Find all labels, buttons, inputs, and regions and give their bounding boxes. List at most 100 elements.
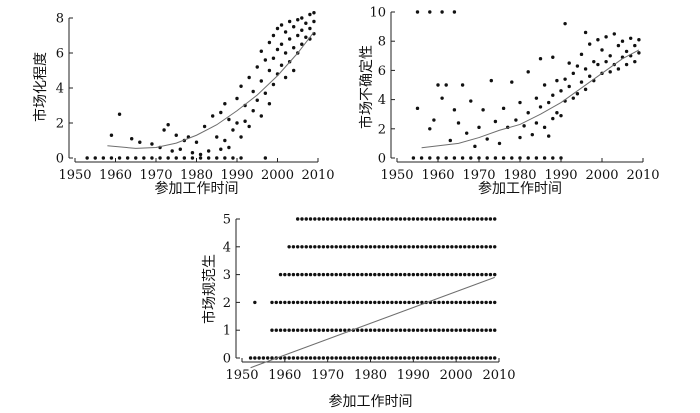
data-point [117,112,122,116]
data-point [420,272,424,277]
data-point [287,328,291,332]
data-point [424,272,428,277]
data-point [450,328,454,332]
data-point [467,245,471,249]
x-axis-label: 参加工作时间 [155,180,239,197]
data-point [231,156,235,160]
x-tick-label: 1950 [380,168,413,183]
data-point [428,156,432,160]
data-point [480,328,484,332]
y-tick-label: 1 [223,324,231,339]
data-point [637,51,641,55]
x-tick-label: 1960 [268,368,301,383]
data-point [629,36,633,40]
data-point [295,300,300,305]
data-point [433,300,437,305]
data-point [411,245,416,249]
data-point [452,108,457,112]
data-point [321,217,326,221]
data-point [330,217,334,221]
y-tick-label: 3 [223,268,231,283]
data-point [385,245,390,249]
data-point [381,356,386,360]
data-point [555,111,559,115]
data-point [588,74,592,78]
data-point [330,328,334,332]
data-point [368,245,373,249]
chart-panel-market-norm: 1950 1960 1970 1980 1990 2000 2010 0 1 2 3 4 5 参加工作时… [201,213,516,411]
data-point [575,64,580,68]
data-point [317,356,321,360]
data-point [364,217,368,221]
data-point [377,328,381,332]
data-point [248,356,253,360]
data-point [398,217,403,221]
data-point [485,137,489,141]
data-point [304,300,308,305]
data-point [484,300,488,305]
data-point [445,245,450,249]
data-point [283,75,288,80]
data-point [526,156,530,160]
data-point [275,47,280,52]
data-point [458,245,463,249]
data-point [488,328,493,332]
data-point [441,328,446,332]
data-point [633,43,637,48]
data-point [538,105,543,109]
data-point [312,19,316,24]
y-tick-label: 10 [369,6,386,21]
data-point [360,245,364,249]
data-point [174,133,178,137]
data-point [612,32,616,36]
data-point [493,300,497,305]
data-point [475,328,480,332]
data-point [373,300,377,305]
y-tick-label: 5 [223,213,231,228]
data-point [300,16,304,20]
data-point [313,245,317,249]
data-point [411,156,416,160]
data-point [480,245,484,249]
data-point [125,156,130,160]
data-point [390,356,394,360]
data-point [283,51,288,55]
data-point [117,156,122,160]
data-point [351,217,356,221]
data-point [347,245,351,249]
data-point [514,118,518,122]
y-tick-label: 2 [378,122,386,137]
data-point [497,141,502,146]
data-point [312,11,316,15]
data-point [488,356,493,360]
data-point [300,356,304,360]
data-point [287,300,291,305]
data-point [493,119,498,124]
data-point [296,33,300,38]
data-point [364,328,368,332]
data-point [501,156,506,160]
x-tick-label: 1970 [462,168,495,183]
data-point [347,300,351,305]
data-point [343,217,347,221]
data-point [338,300,343,305]
y-tick-label: 0 [378,152,386,167]
data-point [231,128,235,132]
data-point [364,272,368,277]
data-point [555,78,559,83]
data-point [287,37,292,41]
data-point [351,272,356,277]
data-point [588,42,592,46]
data-point [444,156,448,160]
data-point [445,328,450,332]
x-tick-label: 1960 [99,168,132,183]
x-tick-label: 1950 [58,168,91,183]
data-point [150,156,154,160]
data-point [583,30,588,35]
data-point [251,89,255,94]
data-point [458,356,463,360]
data-point [608,70,612,74]
data-point [444,83,448,87]
data-point [261,356,266,360]
data-point [448,138,452,143]
